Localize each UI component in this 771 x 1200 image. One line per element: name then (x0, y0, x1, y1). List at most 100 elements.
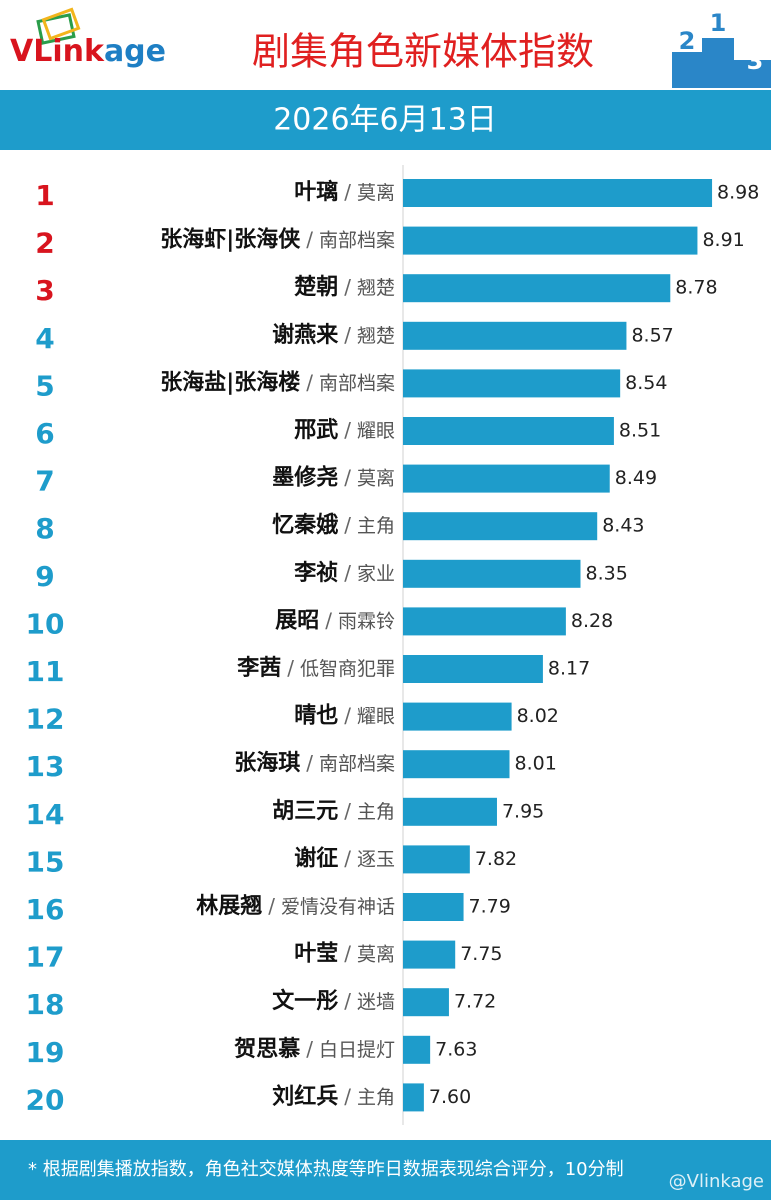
value-label: 8.01 (515, 753, 557, 775)
bar (403, 179, 713, 207)
separator: / (344, 846, 351, 870)
bar (403, 607, 566, 636)
rank: 7 (35, 465, 54, 498)
rank: 9 (35, 560, 54, 593)
value-label: 8.43 (602, 515, 644, 537)
category-label: 胡三元 / 主角 (272, 798, 395, 824)
rank: 13 (26, 750, 65, 783)
value-label: 8.54 (625, 372, 667, 394)
subtitle: 2026年6月13日 (273, 103, 497, 138)
category-label: 墨修尧 / 莫离 (272, 465, 395, 491)
rank: 18 (26, 988, 65, 1021)
drama-name: 南部档案 (319, 753, 395, 775)
category-label: 谢燕来 / 翘楚 (272, 322, 395, 348)
category-label: 李茜 / 低智商犯罪 (236, 656, 395, 682)
drama-name: 逐玉 (357, 848, 395, 870)
drama-name: 主角 (357, 515, 395, 537)
podium (672, 38, 771, 88)
bar (403, 845, 470, 874)
character-name: 林展翘 (196, 894, 262, 919)
bar (403, 940, 456, 969)
value-label: 7.72 (454, 991, 496, 1013)
value-label: 7.82 (475, 848, 517, 870)
rank: 11 (26, 655, 65, 688)
category-label: 张海琪 / 南部档案 (234, 750, 395, 776)
value-label: 7.63 (435, 1038, 477, 1060)
rank: 5 (35, 369, 54, 402)
bar (403, 797, 497, 826)
rank: 10 (26, 607, 65, 640)
rank: 4 (35, 322, 54, 355)
bar (403, 893, 464, 921)
logo-part: VLink (10, 34, 105, 69)
value-label: 7.75 (460, 943, 502, 965)
character-name: 胡三元 (272, 799, 338, 824)
logo: VLinkage (10, 34, 166, 69)
value-label: 8.78 (675, 277, 717, 299)
drama-name: 迷墙 (357, 991, 395, 1013)
separator: / (344, 418, 351, 442)
drama-name: 莫离 (357, 467, 395, 489)
character-name: 忆秦娥 (272, 512, 338, 538)
category-label: 张海盐|张海楼 / 南部档案 (160, 369, 395, 395)
separator: / (344, 465, 351, 489)
rank: 12 (26, 703, 65, 736)
value-label: 7.79 (469, 896, 511, 918)
category-label: 刘红兵 / 主角 (272, 1083, 395, 1109)
separator: / (344, 275, 351, 299)
value-label: 8.17 (548, 658, 590, 680)
category-label: 文一彤 / 迷墙 (272, 988, 395, 1014)
rank: 17 (26, 941, 65, 974)
character-name: 张海琪 (234, 750, 300, 776)
separator: / (344, 180, 351, 204)
drama-name: 莫离 (357, 182, 395, 204)
category-label: 张海虾|张海侠 / 南部档案 (160, 227, 395, 253)
character-name: 贺思慕 (234, 1037, 300, 1062)
character-name: 张海虾|张海侠 (160, 227, 301, 253)
character-name: 叶莹 (294, 942, 338, 967)
rank: 6 (35, 417, 54, 450)
bar (403, 512, 598, 541)
category-label: 邢武 / 耀眼 (294, 418, 395, 444)
drama-name: 南部档案 (319, 372, 395, 394)
bar (403, 274, 671, 303)
value-label: 8.51 (619, 420, 661, 442)
character-name: 李茜 (236, 656, 281, 681)
rank: 19 (26, 1036, 65, 1069)
chart-title: 剧集角色新媒体指数 (252, 30, 594, 74)
drama-name: 白日提灯 (319, 1038, 395, 1060)
character-name: 刘红兵 (272, 1083, 338, 1109)
character-name: 李祯 (293, 560, 338, 586)
bar (403, 559, 581, 588)
bar (403, 369, 621, 398)
character-name: 墨修尧 (272, 465, 338, 491)
footer-band (0, 1140, 771, 1200)
value-label: 8.35 (586, 562, 628, 584)
separator: / (344, 513, 351, 537)
bar (403, 1083, 424, 1112)
bar (403, 750, 510, 779)
separator: / (344, 322, 351, 346)
value-label: 8.02 (517, 705, 559, 727)
value-label: 8.57 (631, 324, 673, 346)
podium-label: 2 (679, 27, 696, 55)
rank: 2 (35, 227, 54, 260)
drama-name: 低智商犯罪 (300, 658, 395, 680)
drama-name: 翘楚 (357, 324, 395, 346)
separator: / (344, 1084, 351, 1108)
bar (403, 702, 512, 731)
bar (403, 988, 449, 1017)
separator: / (268, 894, 275, 918)
drama-name: 莫离 (357, 943, 395, 965)
separator: / (306, 370, 313, 394)
separator: / (344, 560, 351, 584)
separator: / (344, 989, 351, 1013)
value-label: 7.95 (502, 800, 544, 822)
character-name: 展昭 (275, 608, 319, 633)
rank: 14 (26, 798, 65, 831)
note: * 根据剧集播放指数，角色社交媒体热度等昨日数据表现综合评分，10分制 (28, 1159, 624, 1180)
category-label: 谢征 / 逐玉 (294, 845, 395, 871)
rank: 15 (26, 845, 65, 878)
character-name: 叶璃 (294, 179, 338, 205)
